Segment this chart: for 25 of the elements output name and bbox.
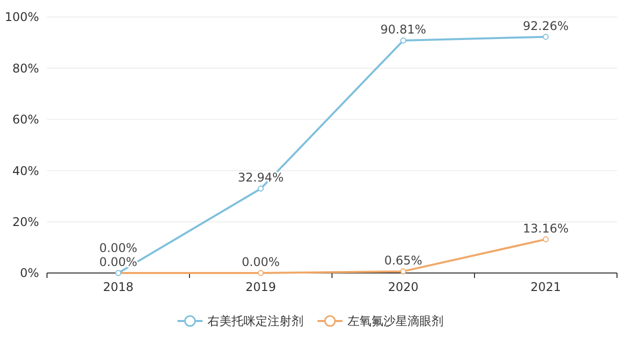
- data-label: 92.26%: [522, 18, 569, 33]
- y-tick-label: 60%: [12, 112, 39, 127]
- y-tick-label: 40%: [12, 164, 39, 178]
- point: [542, 34, 549, 40]
- data-label: 0.65%: [384, 253, 422, 268]
- legend-label: 右美托咪定注射剂: [208, 314, 304, 328]
- x-tick-label: 2018: [102, 280, 134, 294]
- y-tick-label: 0%: [20, 266, 39, 280]
- y-tick-label: 20%: [12, 215, 39, 229]
- x-tick-label: 2020: [388, 280, 419, 294]
- x-tick-label: 2019: [245, 280, 276, 294]
- point: [258, 186, 264, 192]
- data-label: 0.00%: [99, 241, 138, 255]
- point: [400, 268, 406, 274]
- point: [542, 236, 549, 242]
- x-tick-label: 2021: [530, 280, 562, 294]
- point: [258, 270, 264, 276]
- data-label: 0.00%: [242, 255, 280, 269]
- legend-label: 左氧氟沙星滴眼剂: [348, 314, 444, 328]
- data-label: 90.81%: [380, 22, 426, 37]
- point: [400, 38, 406, 44]
- y-tick-label: 100%: [4, 10, 39, 24]
- data-label: 13.16%: [522, 221, 569, 236]
- y-tick-label: 80%: [12, 61, 39, 76]
- data-label: 0.00%: [99, 255, 138, 269]
